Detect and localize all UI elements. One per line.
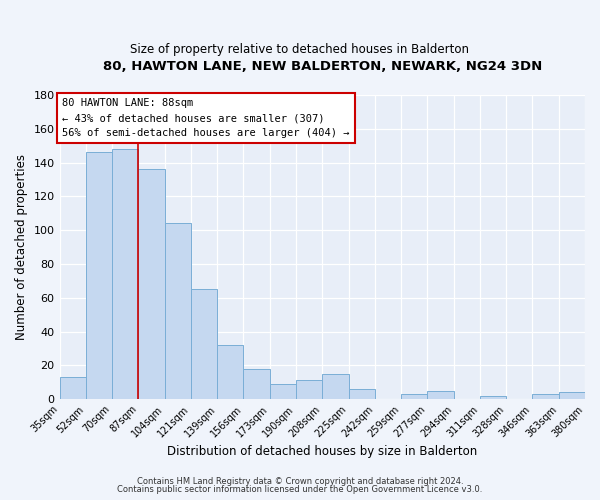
Bar [191, 290, 217, 399]
Bar [559, 392, 585, 399]
X-axis label: Distribution of detached houses by size in Balderton: Distribution of detached houses by size … [167, 444, 478, 458]
Bar [244, 368, 270, 399]
Bar [139, 170, 164, 399]
Bar [532, 394, 559, 399]
Bar [480, 396, 506, 399]
Bar [322, 374, 349, 399]
Y-axis label: Number of detached properties: Number of detached properties [15, 154, 28, 340]
Bar [270, 384, 296, 399]
Bar [59, 377, 86, 399]
Bar [349, 389, 375, 399]
Text: Size of property relative to detached houses in Balderton: Size of property relative to detached ho… [131, 42, 470, 56]
Title: 80, HAWTON LANE, NEW BALDERTON, NEWARK, NG24 3DN: 80, HAWTON LANE, NEW BALDERTON, NEWARK, … [103, 60, 542, 73]
Text: Contains public sector information licensed under the Open Government Licence v3: Contains public sector information licen… [118, 485, 482, 494]
Text: 80 HAWTON LANE: 88sqm
← 43% of detached houses are smaller (307)
56% of semi-det: 80 HAWTON LANE: 88sqm ← 43% of detached … [62, 98, 350, 138]
Bar [164, 224, 191, 399]
Bar [401, 394, 427, 399]
Text: Contains HM Land Registry data © Crown copyright and database right 2024.: Contains HM Land Registry data © Crown c… [137, 477, 463, 486]
Bar [86, 152, 112, 399]
Bar [217, 345, 244, 399]
Bar [296, 380, 322, 399]
Bar [427, 390, 454, 399]
Bar [112, 149, 139, 399]
